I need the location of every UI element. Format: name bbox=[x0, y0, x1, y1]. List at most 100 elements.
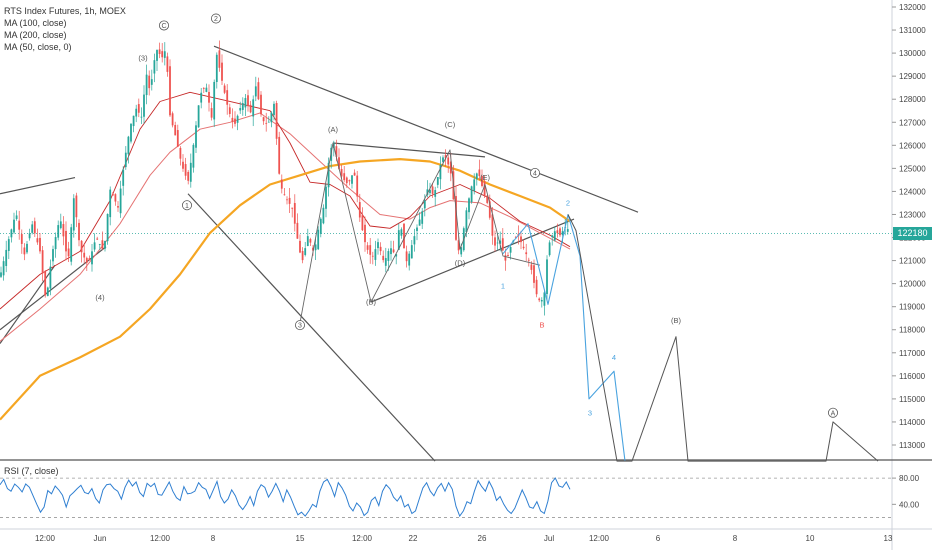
candle-body bbox=[520, 236, 522, 243]
candle-body bbox=[13, 219, 15, 233]
price-tick-label: 125000 bbox=[899, 164, 926, 173]
price-tick-label: 115000 bbox=[899, 395, 926, 404]
rsi-tick-label: 80.00 bbox=[899, 474, 920, 483]
wave-label: 2 bbox=[214, 16, 218, 23]
candle-body bbox=[7, 239, 10, 251]
price-tick-label: 117000 bbox=[899, 349, 926, 358]
time-tick-label: 12:00 bbox=[35, 534, 56, 543]
candle-body bbox=[124, 152, 127, 168]
price-tick-label: 114000 bbox=[899, 418, 926, 427]
price-tick-label: 129000 bbox=[899, 72, 926, 81]
price-tick-label: 126000 bbox=[899, 141, 926, 150]
candle-body bbox=[10, 229, 13, 238]
candle-body bbox=[527, 259, 530, 261]
candle-body bbox=[23, 247, 26, 255]
wave-label: 3 bbox=[588, 408, 592, 417]
candle-body bbox=[5, 249, 8, 267]
candle-body bbox=[504, 255, 507, 261]
candle-body bbox=[436, 177, 439, 185]
price-tick-label: 123000 bbox=[899, 210, 926, 219]
candle-body bbox=[153, 60, 156, 74]
price-tick-label: 128000 bbox=[899, 95, 926, 104]
time-tick-label: 13 bbox=[884, 534, 893, 543]
candle-body bbox=[561, 231, 564, 236]
wave-label: 2 bbox=[566, 199, 570, 208]
candle-body bbox=[304, 248, 307, 255]
ma100-line bbox=[0, 112, 571, 342]
candle-body bbox=[205, 87, 208, 92]
time-tick-label: 12:00 bbox=[589, 534, 610, 543]
time-tick-label: 10 bbox=[806, 534, 815, 543]
candle-body bbox=[179, 147, 182, 159]
candle-body bbox=[262, 117, 265, 122]
ma50-line bbox=[0, 91, 571, 310]
rsi-legend[interactable]: RSI (7, close) bbox=[4, 466, 59, 476]
candle-body bbox=[98, 244, 101, 245]
legend-ma100[interactable]: MA (100, close) bbox=[4, 18, 67, 28]
candle-body bbox=[197, 105, 200, 128]
wave-label: (C) bbox=[445, 120, 456, 129]
candle-body bbox=[475, 173, 478, 180]
candle-body bbox=[247, 95, 249, 107]
candle-body bbox=[455, 196, 457, 240]
last-price-tag: 122180 bbox=[893, 227, 932, 240]
candle-body bbox=[421, 211, 424, 224]
candle-body bbox=[31, 224, 34, 233]
candle-body bbox=[257, 82, 260, 100]
time-tick-label: Jul bbox=[544, 534, 554, 543]
candle-body bbox=[481, 176, 483, 187]
candle-body bbox=[293, 203, 296, 224]
wave-label-circle bbox=[181, 200, 192, 211]
candle-body bbox=[85, 257, 88, 263]
candle-body bbox=[15, 215, 18, 219]
candle-body bbox=[80, 240, 83, 253]
candle-body bbox=[91, 251, 93, 265]
candle-body bbox=[83, 252, 86, 258]
candle-body bbox=[369, 245, 372, 255]
candle-body bbox=[413, 236, 416, 245]
candle-body bbox=[301, 251, 304, 261]
candle-body bbox=[387, 251, 390, 261]
wave-label: (B) bbox=[671, 316, 682, 325]
rsi-pane[interactable]: 80.00 40.00 bbox=[0, 474, 920, 518]
candle-body bbox=[260, 94, 262, 115]
candle-body bbox=[158, 49, 161, 55]
candle-body bbox=[106, 214, 109, 242]
candle-body bbox=[299, 240, 301, 253]
time-axis[interactable]: 12:00 Jun 12:00 8 15 12:00 22 26 Jul 12:00 6 8 10 13 bbox=[35, 534, 893, 543]
candle-body bbox=[145, 74, 148, 96]
candle-body bbox=[460, 247, 463, 255]
candle-body bbox=[345, 177, 348, 184]
candle-body bbox=[491, 214, 494, 236]
candle-body bbox=[486, 195, 489, 203]
legend-ma200[interactable]: MA (200, close) bbox=[4, 30, 67, 40]
chart-title[interactable]: RTS Index Futures, 1h, MOEX bbox=[4, 6, 126, 16]
candle-body bbox=[223, 85, 226, 93]
candle-body bbox=[286, 199, 288, 201]
candle-body bbox=[431, 186, 434, 194]
elliott-wave-path bbox=[299, 142, 541, 323]
candle-body bbox=[192, 144, 195, 168]
candle-body bbox=[226, 90, 229, 105]
candle-body bbox=[111, 193, 114, 196]
candle-body bbox=[267, 121, 270, 123]
candle-body bbox=[187, 171, 190, 181]
price-axis[interactable]: 132000 131000 130000 129000 128000 127000 1260… bbox=[892, 3, 926, 450]
candle-body bbox=[228, 107, 231, 114]
candle-body bbox=[434, 190, 437, 197]
candle-body bbox=[39, 237, 41, 252]
legend-ma50[interactable]: MA (50, close, 0) bbox=[4, 42, 72, 52]
candle-body bbox=[171, 113, 174, 126]
candle-body bbox=[538, 298, 541, 301]
candle-body bbox=[132, 115, 135, 127]
candle-body bbox=[275, 103, 278, 139]
candle-body bbox=[273, 103, 275, 116]
candle-body bbox=[59, 221, 62, 229]
candle-body bbox=[340, 168, 343, 177]
candle-body bbox=[2, 261, 5, 276]
wave-label: A bbox=[831, 410, 836, 417]
candle-body bbox=[244, 98, 247, 108]
candle-body bbox=[140, 116, 143, 118]
